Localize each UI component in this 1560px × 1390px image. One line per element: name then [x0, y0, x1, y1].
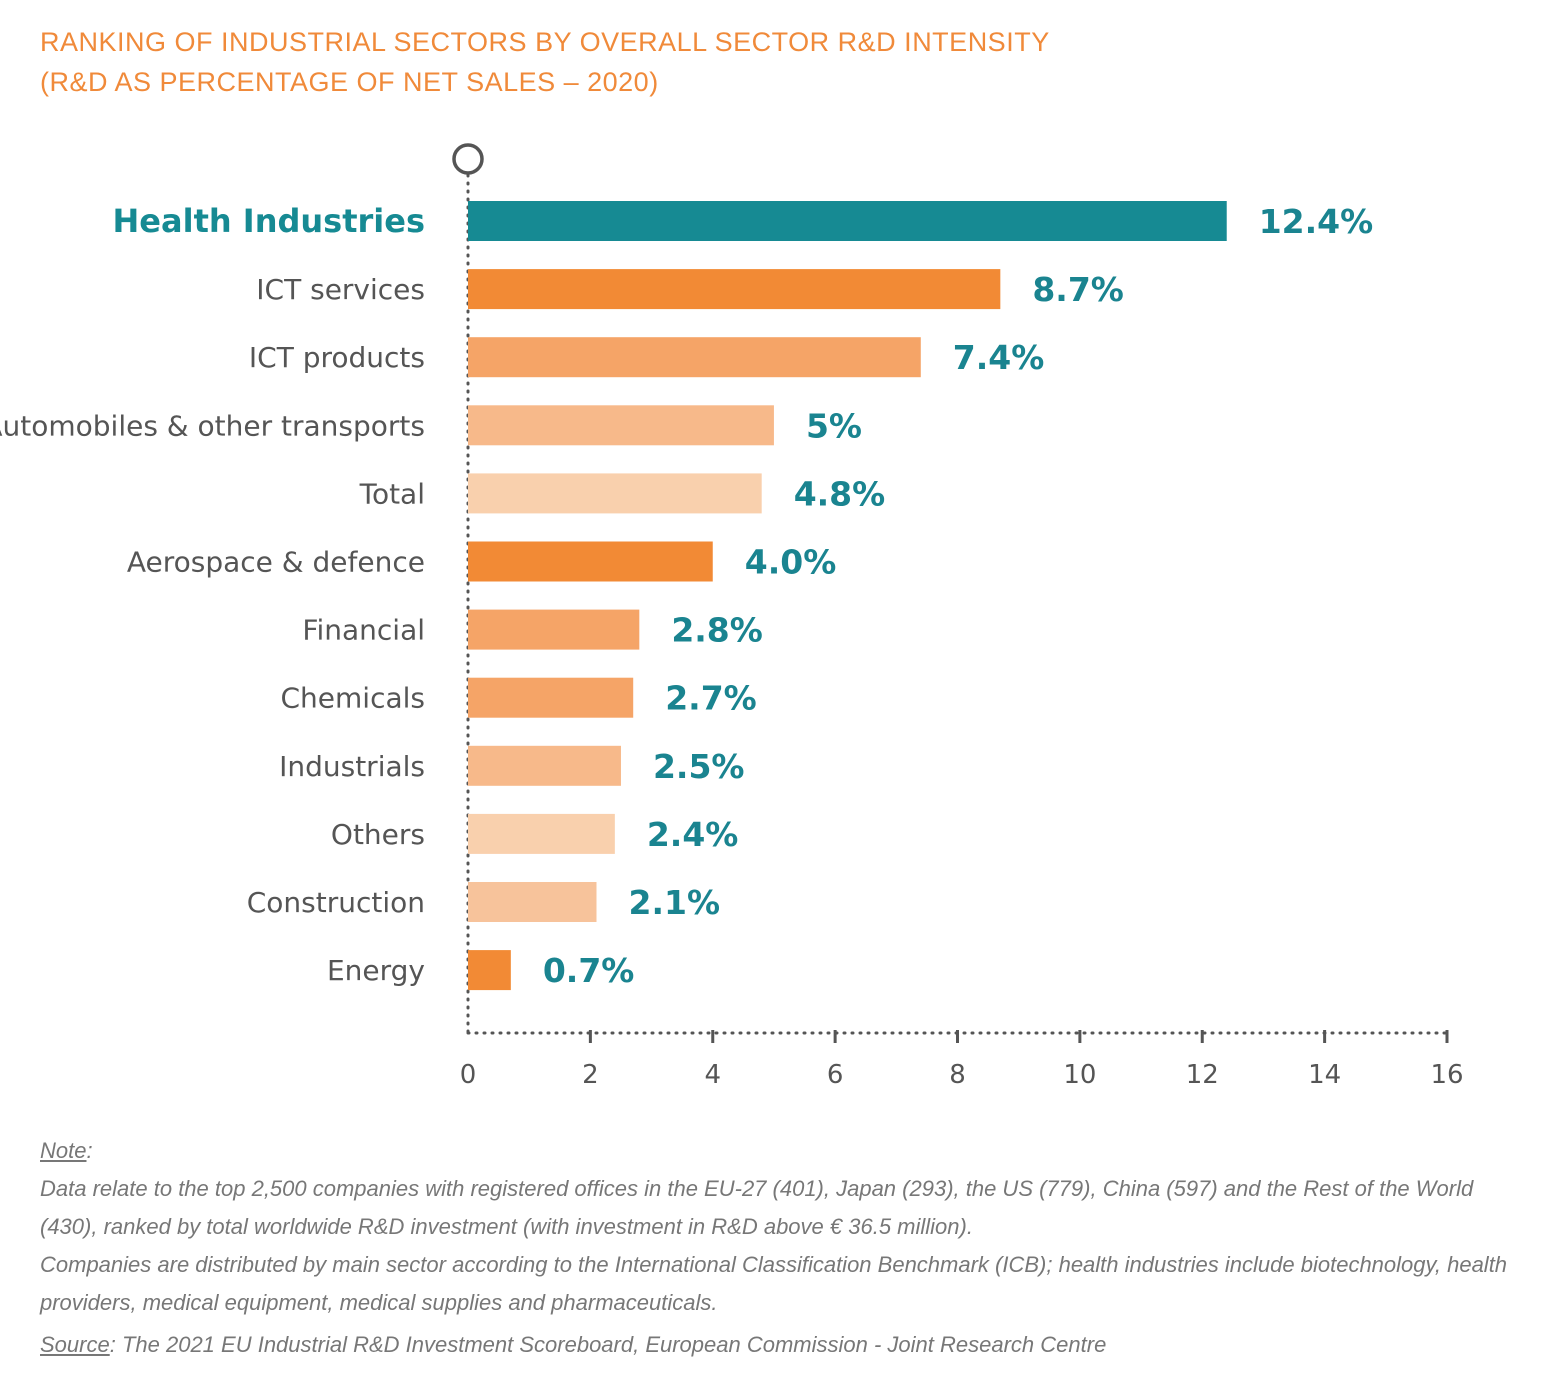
notes-section: Note: Data relate to the top 2,500 compa…	[40, 1132, 1530, 1364]
bar	[468, 473, 762, 514]
source-text: The 2021 EU Industrial R&D Investment Sc…	[121, 1332, 1107, 1357]
bar	[468, 950, 511, 991]
note-text-1: Data relate to the top 2,500 companies w…	[40, 1176, 1474, 1239]
category-label: Construction	[247, 886, 425, 919]
category-label: Industrials	[279, 750, 425, 783]
data-label: 12.4%	[1259, 202, 1374, 241]
axis-layer: 0 2 4 6 8 10 12 14 16	[452, 143, 1464, 1090]
bar	[468, 813, 615, 854]
bar	[468, 269, 1001, 310]
data-label: 2.1%	[628, 883, 720, 922]
x-tick-label: 8	[949, 1060, 966, 1090]
bar	[468, 677, 634, 718]
x-tick-label: 10	[1063, 1060, 1096, 1090]
category-label: ICT services	[256, 273, 425, 306]
x-tick-label: 6	[827, 1060, 844, 1090]
note-text-2: Companies are distributed by main sector…	[40, 1252, 1508, 1315]
chart-title-line-1: RANKING OF INDUSTRIAL SECTORS BY OVERALL…	[40, 27, 1050, 57]
data-label: 4.0%	[745, 543, 837, 582]
data-label: 4.8%	[794, 474, 886, 513]
bar	[468, 541, 713, 582]
x-tick-label: 4	[704, 1060, 721, 1090]
data-label: 2.8%	[671, 611, 763, 650]
category-label: Energy	[327, 954, 425, 987]
category-label: Health Industries	[113, 202, 425, 240]
note-heading-colon: :	[86, 1138, 93, 1163]
x-tick-label: 0	[460, 1060, 477, 1090]
data-label: 7.4%	[953, 338, 1045, 377]
chart-title-line-2: (R&D AS PERCENTAGE OF NET SALES – 2020)	[40, 67, 659, 97]
data-label: 2.7%	[665, 679, 757, 718]
category-label: ICT products	[249, 341, 425, 374]
source-heading: Source	[40, 1332, 110, 1357]
bar	[468, 337, 921, 378]
bar	[468, 882, 597, 922]
data-label: 2.5%	[653, 747, 745, 786]
x-tick-label: 2	[582, 1060, 599, 1090]
bar	[468, 745, 621, 786]
data-label: 8.7%	[1032, 270, 1124, 309]
category-label: Chemicals	[281, 682, 426, 715]
category-label: Aerospace & defence	[127, 546, 425, 579]
category-label: Financial	[302, 614, 425, 647]
axis-origin-circle-icon	[452, 143, 484, 175]
bar-chart: 0 2 4 6 8 10 12 14 16 Health Industries 12.4% ICT …	[0, 143, 1464, 1090]
category-label: Automobiles & other transports	[0, 409, 425, 442]
category-label: Others	[331, 818, 425, 851]
x-tick-label: 16	[1430, 1060, 1463, 1090]
bar	[468, 609, 640, 650]
bar	[468, 201, 1227, 241]
x-tick-label: 14	[1308, 1060, 1341, 1090]
bars	[468, 201, 1227, 991]
labels: Health Industries 12.4% ICT services 8.7% IC…	[0, 202, 1373, 990]
note-heading: Note	[40, 1138, 87, 1163]
category-label: Total	[359, 477, 425, 510]
chart-title: RANKING OF INDUSTRIAL SECTORS BY OVERALL…	[40, 22, 1140, 102]
data-label: 2.4%	[647, 815, 739, 854]
source-colon: :	[109, 1332, 122, 1357]
x-tick-label: 12	[1186, 1060, 1219, 1090]
bar	[468, 405, 774, 446]
data-label: 0.7%	[543, 951, 635, 990]
data-label: 5%	[806, 406, 862, 445]
